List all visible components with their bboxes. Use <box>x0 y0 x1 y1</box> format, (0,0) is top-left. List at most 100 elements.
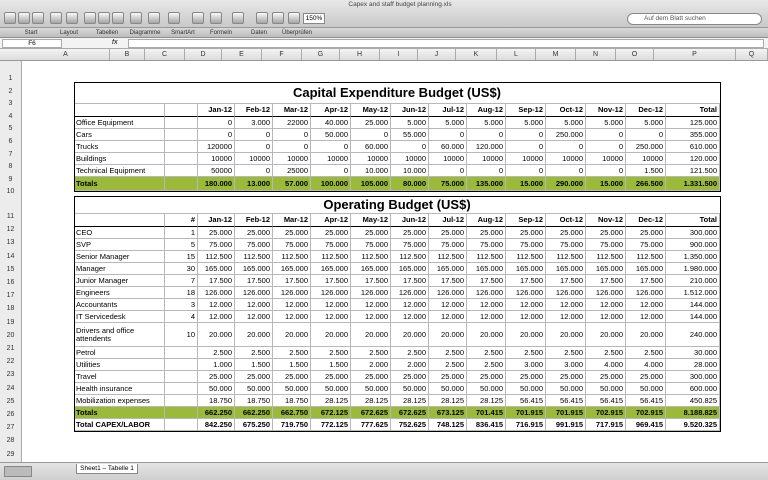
value-cell: 662.250 <box>198 407 235 419</box>
count-cell: 5 <box>165 239 198 251</box>
row-header[interactable]: 24 <box>6 384 15 392</box>
toolbar-icon[interactable] <box>112 12 124 24</box>
toolbar-icon[interactable] <box>4 12 16 24</box>
toolbar-icon[interactable] <box>50 12 62 24</box>
value-cell: 2.000 <box>351 359 391 371</box>
row-header[interactable]: 28 <box>6 437 15 445</box>
column-header[interactable]: M <box>536 49 576 60</box>
row-header[interactable]: 23 <box>6 371 15 379</box>
column-header[interactable]: C <box>145 49 185 60</box>
row-header[interactable]: 6 <box>8 138 13 145</box>
row-header[interactable]: 19 <box>6 318 15 326</box>
row-header[interactable]: 18 <box>6 305 15 313</box>
row-header[interactable]: 29 <box>6 450 15 458</box>
column-header[interactable]: J <box>418 49 456 60</box>
column-header[interactable]: A <box>22 49 110 60</box>
value-cell: 17.500 <box>235 275 273 287</box>
column-header[interactable]: F <box>262 49 302 60</box>
row-header[interactable]: 25 <box>6 397 15 405</box>
row-header[interactable]: 9 <box>8 175 13 183</box>
toolbar-icon[interactable] <box>148 12 160 24</box>
column-header[interactable]: O <box>616 49 654 60</box>
ribbon-tab[interactable]: Tabellen <box>95 30 119 36</box>
ribbon-tab[interactable]: Formeln <box>209 30 232 36</box>
toolbar-icon[interactable] <box>210 12 222 24</box>
ribbon-tab[interactable]: Daten <box>250 30 267 36</box>
ribbon-tab[interactable]: Diagramme <box>129 30 161 36</box>
toolbar-icon[interactable] <box>84 12 96 24</box>
toolbar-icon[interactable] <box>32 12 44 24</box>
value-cell: 250.000 <box>546 129 586 141</box>
ribbon-tab[interactable]: Überprüfen <box>281 30 313 36</box>
ribbon-tab[interactable]: Start <box>24 30 38 36</box>
value-cell: 112.500 <box>351 251 391 263</box>
value-cell: 12.000 <box>311 311 351 323</box>
value-cell: 20.000 <box>235 323 273 347</box>
row-header[interactable]: 4 <box>8 112 13 120</box>
toolbar-icon[interactable] <box>232 12 244 24</box>
row-header[interactable]: 10 <box>6 188 15 196</box>
column-header[interactable]: L <box>497 49 536 60</box>
view-buttons[interactable] <box>4 466 32 477</box>
value-cell: 57.000 <box>273 177 311 191</box>
toolbar-icon[interactable] <box>18 12 30 24</box>
toolbar-icon[interactable] <box>168 12 180 24</box>
column-header[interactable]: G <box>302 49 340 60</box>
column-header[interactable]: H <box>340 49 380 60</box>
value-cell: 0 <box>198 129 235 141</box>
row-header[interactable]: 13 <box>6 239 15 247</box>
ribbon-tab[interactable]: SmartArt <box>171 30 195 36</box>
row-header[interactable]: 16 <box>6 279 15 286</box>
column-header[interactable]: Q <box>736 49 768 60</box>
toolbar-icon[interactable] <box>272 12 284 24</box>
row-header[interactable]: 12 <box>6 226 15 234</box>
header-cell: Jan-12 <box>198 104 235 117</box>
row-header[interactable]: 22 <box>6 358 15 366</box>
row-header[interactable]: 5 <box>8 125 13 133</box>
row-header[interactable]: 26 <box>6 411 15 418</box>
value-cell: 290.000 <box>546 177 586 191</box>
row-header[interactable]: 1 <box>8 75 13 82</box>
column-header[interactable]: B <box>110 49 145 60</box>
row-header[interactable]: 17 <box>6 292 15 300</box>
toolbar-icon[interactable] <box>288 12 300 24</box>
row-label: Total CAPEX/LABOR <box>74 419 165 431</box>
sheet-tab[interactable]: Sheet1 – Tabelle 1 <box>76 464 138 474</box>
column-header[interactable]: I <box>380 49 418 60</box>
value-cell: 240.000 <box>666 323 720 347</box>
toolbar-icon[interactable] <box>192 12 204 24</box>
row-header[interactable]: 21 <box>6 345 15 352</box>
column-header[interactable]: P <box>654 49 736 60</box>
toolbar-icon[interactable] <box>66 12 78 24</box>
row-header[interactable]: 27 <box>6 424 15 432</box>
row-header[interactable]: 11 <box>6 213 15 220</box>
row-header[interactable]: 14 <box>6 252 15 260</box>
formula-input[interactable] <box>128 39 764 48</box>
search-field[interactable]: Auf dem Blatt suchen <box>627 13 762 25</box>
column-header[interactable]: E <box>222 49 262 60</box>
row-header[interactable]: 20 <box>6 331 15 339</box>
row-header[interactable]: 8 <box>8 163 13 171</box>
cell-reference[interactable]: F6 <box>2 39 62 48</box>
value-cell: 20.000 <box>586 323 626 347</box>
fx-button[interactable]: fx <box>112 39 118 46</box>
ribbon-tab[interactable]: Layout <box>59 30 78 36</box>
row-header[interactable]: 3 <box>8 100 13 108</box>
row-header[interactable]: 2 <box>8 87 13 95</box>
value-cell: 126.000 <box>351 287 391 299</box>
value-cell: 0 <box>235 141 273 153</box>
value-cell: 50.000 <box>546 383 586 395</box>
column-header[interactable]: K <box>456 49 497 60</box>
zoom-field[interactable]: 150% <box>303 13 325 24</box>
column-header[interactable]: D <box>185 49 222 60</box>
value-cell: 25.000 <box>351 371 391 383</box>
count-cell <box>165 165 198 177</box>
toolbar-icon[interactable] <box>98 12 110 24</box>
value-cell: 12.000 <box>391 299 429 311</box>
row-header[interactable]: 7 <box>8 150 13 158</box>
toolbar-icon[interactable] <box>256 12 268 24</box>
row-label: Buildings <box>74 153 165 165</box>
column-header[interactable]: N <box>576 49 616 60</box>
row-header[interactable]: 15 <box>6 265 15 273</box>
toolbar-icon[interactable] <box>130 12 142 24</box>
